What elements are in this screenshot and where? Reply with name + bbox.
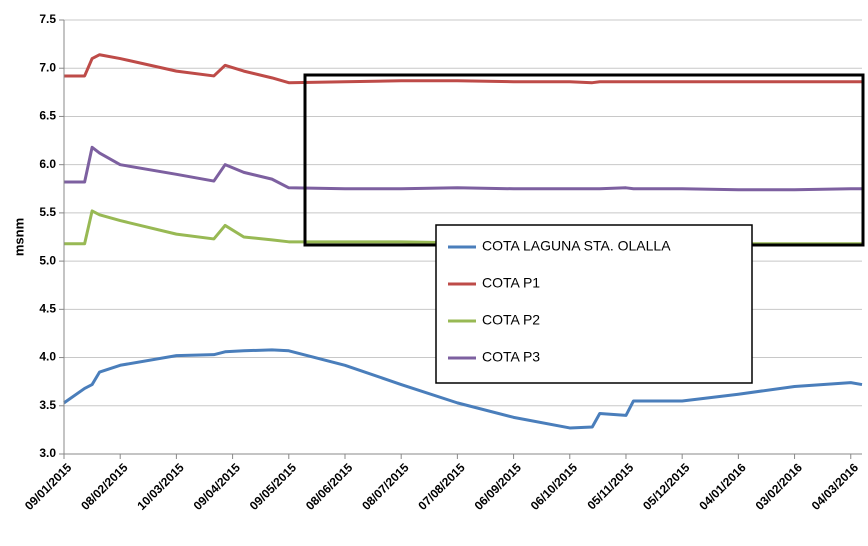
x-tick-label: 03/02/2016: [753, 460, 806, 513]
y-tick-label: 6.5: [39, 109, 56, 123]
x-tick-label: 05/12/2015: [640, 460, 693, 513]
series-line: [64, 145, 862, 192]
x-tick-label: 10/03/2015: [134, 460, 187, 513]
y-tick-label: 4.0: [39, 350, 56, 364]
x-tick-label: 05/11/2015: [584, 460, 636, 512]
y-tick-label: 7.5: [39, 12, 56, 26]
x-tick-label: 09/01/2015: [22, 460, 75, 513]
legend: [435, 224, 753, 384]
y-tick-label: 4.5: [39, 302, 56, 316]
legend-items: COTA LAGUNA STA. OLALLA COTA P1 COTA P2 COT…: [448, 238, 671, 365]
y-tick-label: 5.5: [39, 205, 56, 219]
x-tick-label: 08/02/2015: [78, 460, 131, 513]
series-line: [64, 53, 862, 85]
y-tick-label: 3.5: [39, 398, 56, 412]
y-tick-label: 5.0: [39, 253, 56, 267]
legend-label: COTA P3: [482, 349, 540, 365]
y-axis-label: msnm: [11, 218, 26, 256]
x-tick-label: 08/07/2015: [359, 460, 412, 513]
legend-label: COTA LAGUNA STA. OLALLA: [482, 238, 671, 254]
series-line: [63, 348, 863, 430]
x-tick-label: 04/03/2016: [809, 460, 862, 513]
y-tick-label: 3.0: [39, 446, 56, 460]
x-tick-label: 04/01/2016: [696, 460, 749, 513]
highlight-box: [303, 73, 865, 247]
x-tick-label: 08/06/2015: [303, 460, 356, 513]
x-tick-label: 07/08/2015: [415, 460, 468, 513]
y-tick-label: 7.0: [39, 60, 56, 74]
x-tick-label: 09/04/2015: [191, 460, 244, 513]
x-tick-label: 06/10/2015: [528, 460, 581, 513]
x-tick-label: 09/05/2015: [247, 460, 300, 513]
y-tick-label: 6.0: [39, 157, 56, 171]
x-tick-label: 06/09/2015: [472, 460, 525, 513]
legend-label: COTA P1: [482, 275, 540, 291]
legend-label: COTA P2: [482, 312, 540, 328]
